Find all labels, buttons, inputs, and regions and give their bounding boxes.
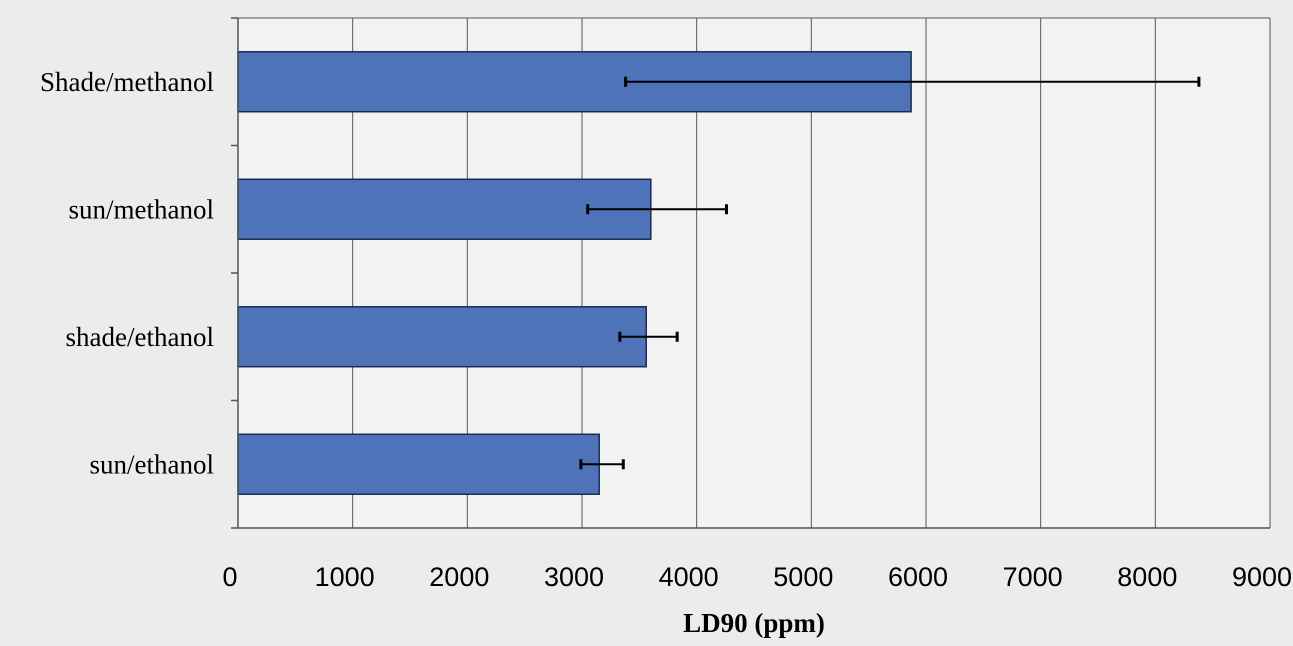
- bar: [237, 178, 652, 240]
- bar: [237, 306, 647, 368]
- x-tick-label: 7000: [1003, 562, 1063, 592]
- x-tick-label: 1000: [315, 562, 375, 592]
- x-tick-label: 0: [222, 562, 237, 592]
- bars: [237, 51, 912, 495]
- x-tick-label: 2000: [429, 562, 489, 592]
- category-label: shade/ethanol: [66, 322, 214, 352]
- x-tick-label: 3000: [544, 562, 604, 592]
- error-bars: [579, 76, 1201, 470]
- x-tick-label: 4000: [659, 562, 719, 592]
- category-label: Shade/methanol: [40, 67, 214, 97]
- bar: [237, 433, 600, 495]
- x-tick-label: 5000: [773, 562, 833, 592]
- x-axis-title: LD90 (ppm): [683, 608, 825, 638]
- x-tick-labels: 0 1000 2000 3000 4000 5000 6000 7000 8000 9000: [222, 562, 1292, 592]
- category-labels: Shade/methanol sun/methanol shade/ethanol s…: [40, 67, 214, 480]
- y-ticks: [231, 17, 238, 529]
- x-tick-label: 9000: [1232, 562, 1292, 592]
- category-label: sun/ethanol: [90, 449, 214, 479]
- x-tick-label: 8000: [1117, 562, 1177, 592]
- x-tick-label: 6000: [888, 562, 948, 592]
- category-label: sun/methanol: [69, 194, 214, 224]
